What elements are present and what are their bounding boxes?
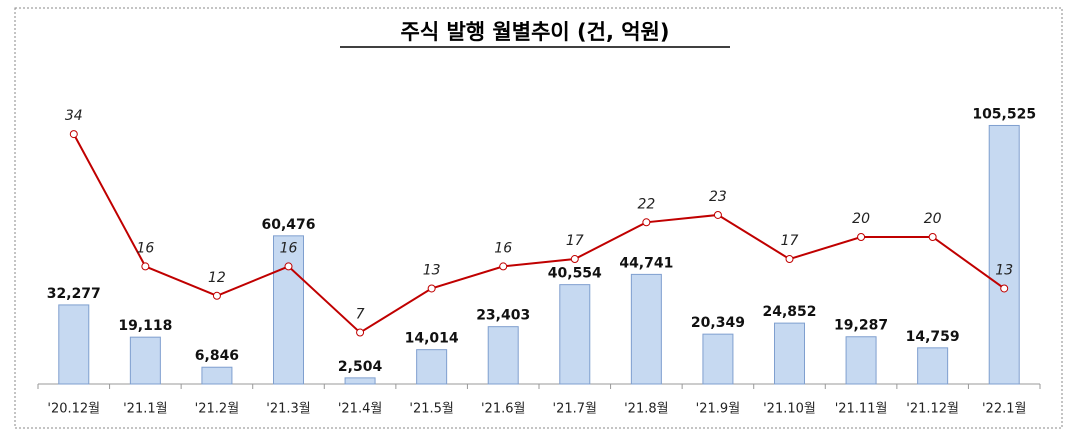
line-marker [785, 255, 794, 264]
line-marker [499, 262, 508, 271]
x-tick-label: '21.8월 [624, 402, 668, 417]
line-label: 13 [423, 262, 441, 278]
line-label: 17 [566, 233, 584, 249]
line-marker [642, 218, 651, 227]
x-tick-label: '21.10월 [763, 402, 816, 417]
bar-label: 19,287 [834, 318, 888, 334]
line-label: 12 [208, 270, 226, 286]
x-tick-label: '21.7월 [553, 402, 597, 417]
line-label: 16 [280, 240, 298, 256]
line-label: 7 [356, 307, 365, 323]
x-tick-label: '21.5월 [409, 402, 453, 417]
bar [630, 273, 662, 385]
bar-label: 40,554 [548, 266, 602, 282]
x-tick-label: '20.12월 [47, 402, 100, 417]
bar-label: 14,759 [906, 329, 960, 345]
bar [702, 333, 734, 385]
line-label: 34 [65, 108, 83, 124]
line-label: 17 [781, 233, 799, 249]
line-marker [69, 130, 78, 139]
bar [988, 124, 1020, 385]
x-tick-label: '22.1월 [982, 402, 1026, 417]
line-marker [284, 262, 293, 271]
bar-label: 20,349 [691, 315, 745, 331]
bar-label: 14,014 [405, 331, 459, 347]
bar-label: 23,403 [476, 308, 530, 324]
chart-title: 주식 발행 월별추이 (건, 억원) [401, 20, 670, 44]
x-tick-label: '21.1월 [123, 402, 167, 417]
bar [201, 366, 233, 385]
line-label: 20 [924, 211, 942, 227]
bar [416, 349, 448, 385]
line-marker [713, 210, 722, 219]
bar-label: 24,852 [762, 304, 816, 320]
line-label: 13 [995, 262, 1013, 278]
line-marker [857, 233, 866, 241]
bar [344, 377, 376, 385]
bar-label: 44,741 [619, 255, 673, 271]
bar [774, 322, 805, 385]
line-marker [928, 233, 937, 241]
x-tick-label: '21.12월 [906, 402, 959, 417]
line-label: 23 [709, 189, 727, 205]
line-label: 16 [136, 240, 154, 256]
x-tick-label: '21.11월 [835, 402, 888, 417]
bar [917, 347, 949, 385]
bar-label: 105,525 [972, 106, 1036, 122]
bar-label: 19,118 [118, 318, 172, 334]
line-marker [356, 328, 365, 337]
x-tick-label: '21.6월 [481, 402, 525, 417]
bar [58, 304, 90, 385]
line-marker [427, 284, 436, 293]
bar [559, 284, 591, 385]
x-tick-label: '21.4월 [338, 402, 382, 417]
bar-label: 60,476 [261, 217, 315, 233]
bar [129, 336, 161, 385]
bar [487, 326, 519, 385]
line-label: 16 [494, 240, 512, 256]
frame [14, 7, 1063, 429]
line-marker [570, 255, 579, 264]
x-tick-label: '21.3월 [266, 402, 310, 417]
bar-label: 32,277 [47, 286, 101, 302]
line-marker [1000, 284, 1009, 293]
bar [845, 336, 877, 385]
bar [273, 235, 304, 385]
line-label: 22 [637, 196, 655, 212]
line-marker [212, 291, 221, 300]
line [72, 133, 1005, 334]
line-marker [141, 262, 150, 271]
bar-label: 2,504 [338, 359, 383, 375]
line-label: 20 [852, 211, 870, 227]
x-tick-label: '21.2월 [195, 402, 239, 417]
bar-label: 6,846 [195, 348, 239, 364]
x-tick-label: '21.9월 [696, 402, 740, 417]
